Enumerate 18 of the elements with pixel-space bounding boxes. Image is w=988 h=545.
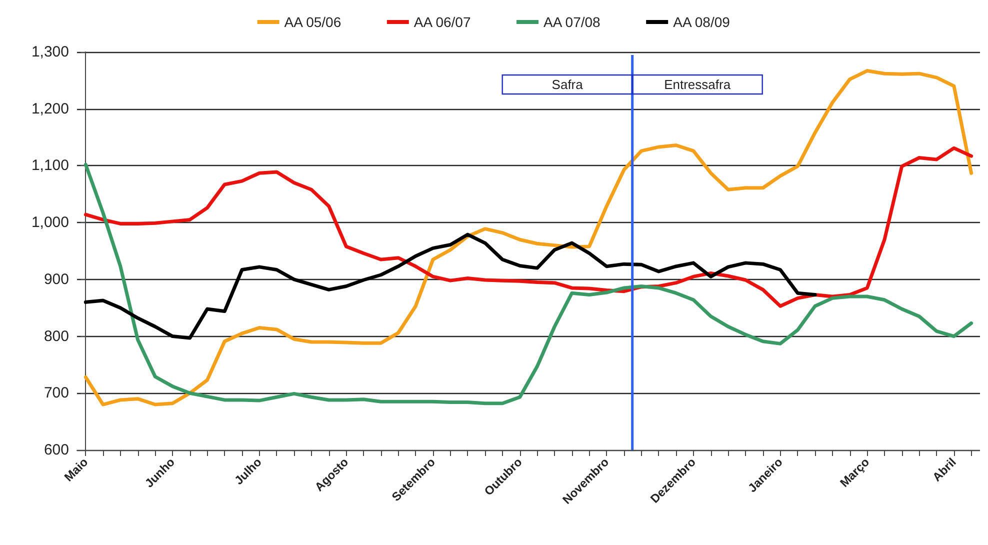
annotation: Safra <box>552 77 584 92</box>
y-tick-label: 700 <box>44 384 69 402</box>
annotation: Entressafra <box>664 77 732 92</box>
y-tick-label: 900 <box>44 270 69 288</box>
legend-label: AA 05/06 <box>284 14 342 30</box>
y-tick-label: 800 <box>44 328 69 345</box>
y-tick-label: 1,000 <box>31 214 69 232</box>
y-tick-label: 1,100 <box>31 157 69 174</box>
line-series <box>84 162 974 406</box>
y-tick-label: 1,300 <box>31 44 69 60</box>
legend-label: AA 07/08 <box>544 14 601 30</box>
line-series <box>84 146 974 308</box>
line-series <box>84 232 817 340</box>
y-tick-label: 1,200 <box>31 100 69 118</box>
line-series <box>84 69 974 406</box>
y-tick-label: 600 <box>44 442 69 458</box>
legend-label: AA 06/07 <box>414 14 471 30</box>
legend-label: AA 08/09 <box>673 14 730 30</box>
